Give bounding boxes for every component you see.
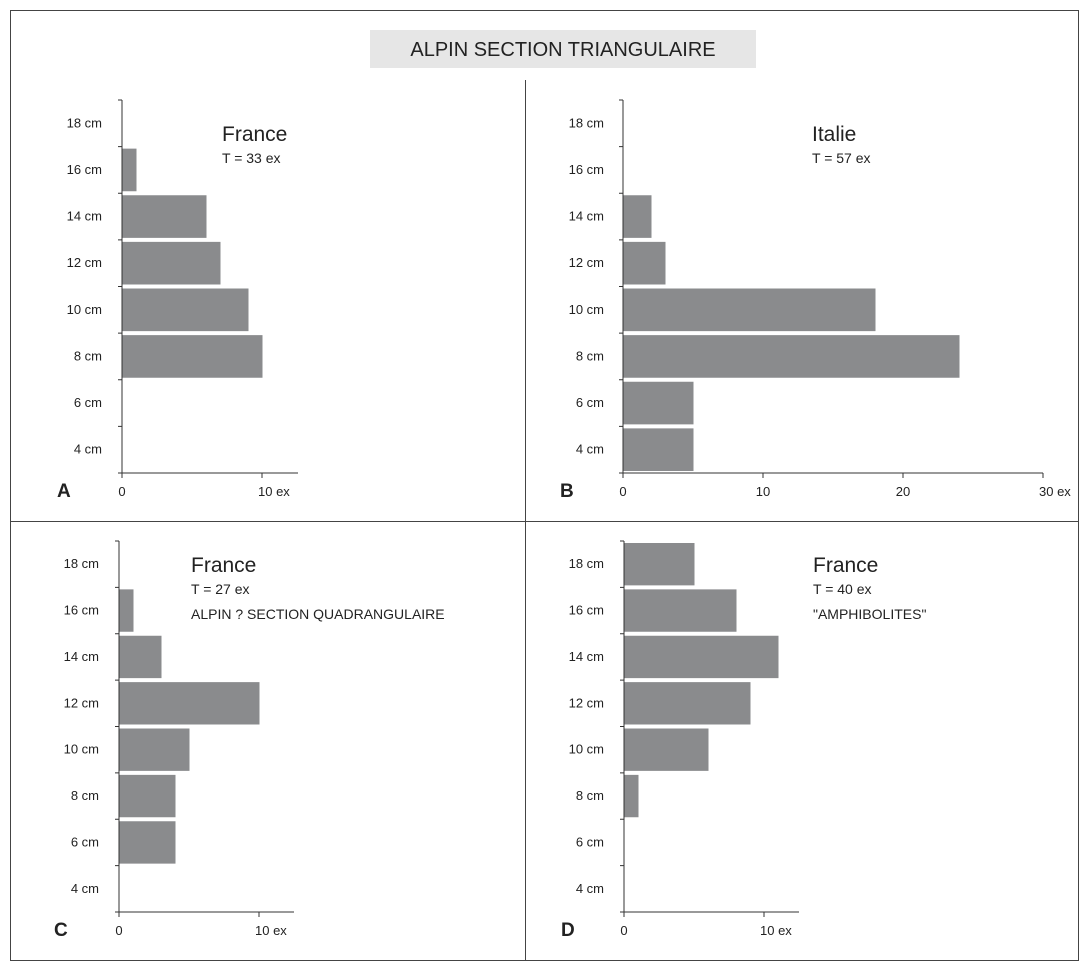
panel-b-category-label: 4 cm (576, 442, 604, 457)
panel-d-title: France (813, 554, 878, 577)
panel-a-category-label: 12 cm (67, 255, 102, 270)
panel-c-bar (119, 774, 176, 818)
panel-d-bar (624, 774, 639, 818)
panel-b-category-label: 14 cm (569, 209, 604, 224)
panel-d-bar (624, 589, 737, 632)
panel-a-letter: A (57, 481, 71, 502)
panel-b-category-label: 12 cm (569, 255, 604, 270)
panel-c-category-label: 18 cm (64, 556, 99, 571)
main-title: ALPIN SECTION TRIANGULAIRE (410, 39, 715, 61)
panel-a-category-label: 14 cm (67, 209, 102, 224)
panel-d-bar (624, 682, 751, 725)
panel-d-category-label: 18 cm (569, 556, 604, 571)
panel-b-category-label: 18 cm (569, 115, 604, 130)
panel-b-x-tick-label: 20 (896, 484, 910, 499)
panel-c-x-tick-label: 0 (115, 923, 122, 938)
panel-d-category-label: 14 cm (569, 649, 604, 664)
panel-c: 4 cm 6 cm 8 cm 10 cm 12 cm 14 cm 16 cm 18 cm 0 10… (54, 540, 445, 941)
panel-a-bar (122, 335, 263, 378)
panel-b-bar (623, 241, 666, 285)
panel-d-category-label: 6 cm (576, 834, 604, 849)
panel-c-letter: C (54, 920, 68, 941)
panels: 4 cm 6 cm 8 cm 10 cm 12 cm 14 cm 16 cm 18 cm 0 10… (54, 99, 1071, 941)
panel-d-letter: D (561, 920, 575, 941)
panel-c-subtitle: T = 27 ex (191, 581, 250, 597)
panel-c-category-label: 6 cm (71, 834, 99, 849)
panel-b-category-label: 8 cm (576, 348, 604, 363)
panel-a-x-tick-label: 0 (118, 484, 125, 499)
panel-d-category-label: 4 cm (576, 881, 604, 896)
panel-d-subtitle: "AMPHIBOLITES" (813, 606, 926, 622)
panel-a-bar (122, 195, 207, 238)
panel-b-bar (623, 381, 694, 425)
panel-d-subtitle: T = 40 ex (813, 581, 872, 597)
panel-a-bar (122, 241, 221, 285)
panel-c-bar (119, 635, 162, 679)
panel-b-bar (623, 288, 876, 332)
panel-b-bar (623, 428, 694, 471)
panel-b-x-tick-label: 10 (756, 484, 770, 499)
panel-d: 4 cm 6 cm 8 cm 10 cm 12 cm 14 cm 16 cm 18 cm 0 10… (561, 540, 926, 941)
panel-d-bar (624, 728, 709, 771)
panel-c-x-tick-label: 10 ex (255, 923, 287, 938)
panel-b-x-tick-label: 30 ex (1039, 484, 1071, 499)
panel-b-category-label: 6 cm (576, 395, 604, 410)
panel-b-title: Italie (812, 123, 856, 146)
panel-b-bar (623, 335, 960, 378)
panel-c-subtitle: ALPIN ? SECTION QUADRANGULAIRE (191, 606, 445, 622)
panel-c-category-label: 12 cm (64, 695, 99, 710)
panel-c-category-label: 8 cm (71, 788, 99, 803)
panel-d-bar (624, 543, 695, 586)
panel-c-bar (119, 682, 260, 725)
panel-a-bar (122, 148, 137, 192)
panel-b-subtitle: T = 57 ex (812, 150, 871, 166)
panel-c-category-label: 4 cm (71, 881, 99, 896)
panel-d-bar (624, 635, 779, 679)
panel-d-x-tick-label: 0 (620, 923, 627, 938)
panel-a-title: France (222, 123, 287, 146)
main-title-background (370, 30, 756, 68)
panel-b-category-label: 10 cm (569, 302, 604, 317)
panel-a-category-label: 6 cm (74, 395, 102, 410)
panel-b: 4 cm 6 cm 8 cm 10 cm 12 cm 14 cm 16 cm 18 cm 0 10… (560, 99, 1071, 502)
panel-b-bar (623, 195, 652, 238)
panel-a-category-label: 4 cm (74, 442, 102, 457)
panel-c-bar (119, 589, 134, 632)
panel-d-category-label: 12 cm (569, 695, 604, 710)
panel-b-category-label: 16 cm (569, 162, 604, 177)
panel-a-subtitle: T = 33 ex (222, 150, 281, 166)
panel-a: 4 cm 6 cm 8 cm 10 cm 12 cm 14 cm 16 cm 18 cm 0 10… (57, 99, 298, 502)
panel-c-bar (119, 821, 176, 864)
panel-d-category-label: 10 cm (569, 742, 604, 757)
panel-c-title: France (191, 554, 256, 577)
panel-a-x-tick-label: 10 ex (258, 484, 290, 499)
outer-frame (10, 10, 1079, 961)
panel-c-bar (119, 728, 190, 771)
panel-c-category-label: 10 cm (64, 742, 99, 757)
panel-b-x-tick-label: 0 (619, 484, 626, 499)
panel-b-letter: B (560, 481, 574, 502)
panel-a-category-label: 18 cm (67, 115, 102, 130)
panel-c-category-label: 14 cm (64, 649, 99, 664)
panel-d-x-tick-label: 10 ex (760, 923, 792, 938)
panel-a-category-label: 8 cm (74, 348, 102, 363)
panel-a-category-label: 10 cm (67, 302, 102, 317)
panel-d-category-label: 16 cm (569, 603, 604, 618)
panel-a-category-label: 16 cm (67, 162, 102, 177)
panel-a-bar (122, 288, 249, 332)
panel-d-category-label: 8 cm (576, 788, 604, 803)
panel-c-category-label: 16 cm (64, 603, 99, 618)
